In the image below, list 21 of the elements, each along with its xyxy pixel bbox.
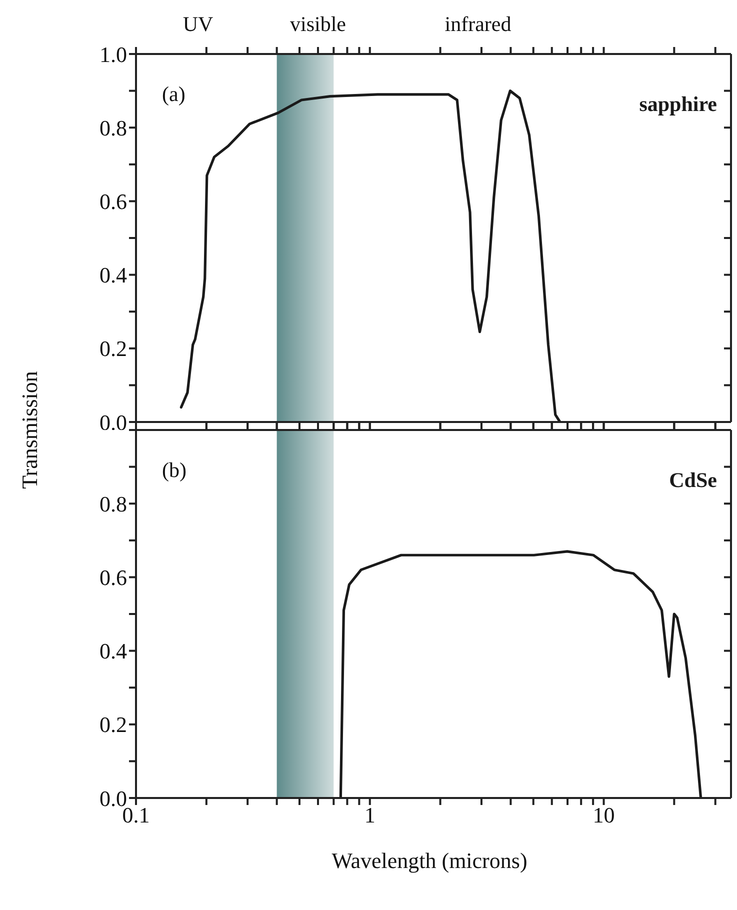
annotation: (b) — [162, 458, 186, 483]
y-tick-label: 0.4 — [100, 262, 127, 288]
y-tick-label: 0.8 — [100, 491, 127, 516]
annotation: (a) — [162, 82, 186, 107]
y-tick-label: 0.0 — [100, 410, 127, 435]
text: UV — [182, 12, 214, 37]
y-tick-label: 0.2 — [100, 336, 127, 362]
text: infrared — [444, 12, 512, 37]
legend-label: sapphire — [639, 92, 717, 117]
x-axis-title: Wavelength (microns) — [332, 848, 528, 874]
y-tick-label: 0.4 — [100, 638, 127, 664]
y-tick-label: 0.8 — [100, 115, 127, 140]
x-tick-label: 10 — [592, 802, 615, 828]
x-tick-label: 1 — [364, 802, 376, 828]
y-axis-title: Transmission — [17, 371, 43, 489]
y-tick-label: 0.6 — [100, 189, 127, 214]
y-tick-label: 0.2 — [100, 712, 127, 738]
text: visible — [290, 12, 346, 37]
y-tick-label: 1.0 — [100, 42, 127, 67]
legend-label: CdSe — [669, 468, 717, 493]
y-tick-label: 0.6 — [100, 565, 127, 590]
